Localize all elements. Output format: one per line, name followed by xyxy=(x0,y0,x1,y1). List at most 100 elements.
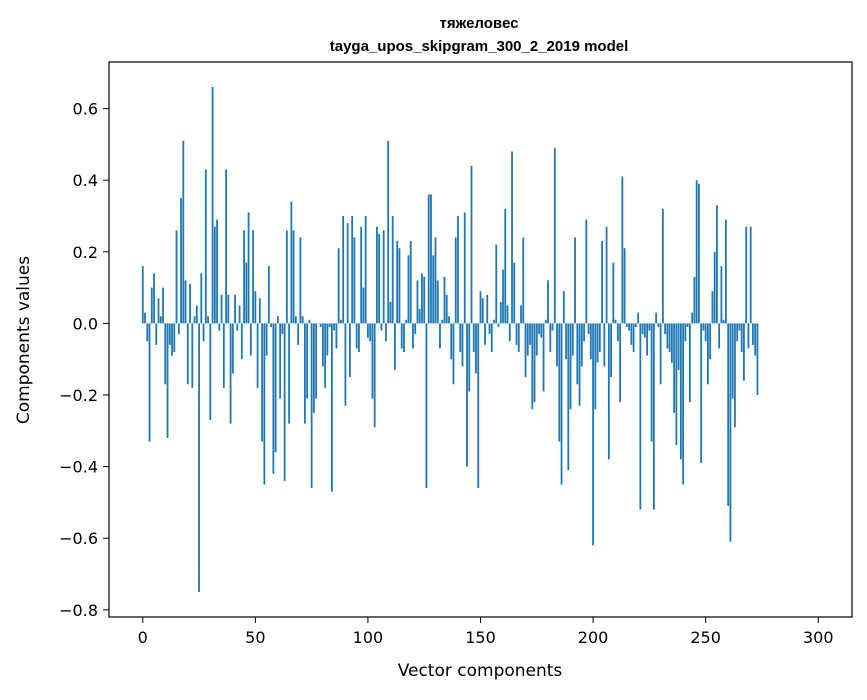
bar xyxy=(491,323,493,352)
bar xyxy=(448,316,450,323)
bar xyxy=(194,316,196,323)
bar xyxy=(468,323,470,391)
bar xyxy=(504,209,506,324)
bar xyxy=(549,323,551,352)
bar xyxy=(399,248,401,323)
chart-title: тяжеловес xyxy=(440,15,519,32)
bar xyxy=(367,323,369,337)
bar xyxy=(225,169,227,323)
bar xyxy=(502,270,504,324)
bar xyxy=(522,237,524,323)
bar xyxy=(531,323,533,409)
bar xyxy=(615,320,617,324)
bar xyxy=(414,323,416,334)
bar xyxy=(441,320,443,324)
bar xyxy=(588,323,590,334)
bar xyxy=(653,323,655,509)
bar xyxy=(297,323,299,344)
bar xyxy=(169,323,171,344)
bar xyxy=(563,291,565,323)
bar xyxy=(459,323,461,352)
bar xyxy=(732,323,734,398)
y-tick-label: −0.8 xyxy=(59,601,98,620)
y-axis: −0.8−0.6−0.4−0.20.00.20.40.6 xyxy=(59,100,109,620)
bar xyxy=(691,313,693,324)
bar xyxy=(619,323,621,402)
y-tick-label: −0.6 xyxy=(59,529,98,548)
bar xyxy=(464,212,466,323)
bar xyxy=(430,194,432,323)
bar xyxy=(498,323,500,327)
x-tick-label: 250 xyxy=(690,628,721,647)
bar xyxy=(266,323,268,355)
bar xyxy=(295,316,297,323)
bar xyxy=(284,323,286,481)
bar xyxy=(435,237,437,323)
bar xyxy=(232,323,234,373)
bar xyxy=(209,323,211,420)
bar xyxy=(155,323,157,344)
bar xyxy=(743,323,745,380)
bar xyxy=(725,220,727,324)
bar xyxy=(624,248,626,323)
bar xyxy=(342,216,344,323)
bar xyxy=(327,323,329,355)
bar xyxy=(484,323,486,344)
bar xyxy=(149,323,151,441)
bar xyxy=(369,323,371,341)
bar xyxy=(290,202,292,324)
bar xyxy=(279,323,281,398)
bar xyxy=(718,323,720,348)
x-tick-label: 150 xyxy=(465,628,496,647)
bar xyxy=(561,323,563,484)
bar xyxy=(606,227,608,324)
bar xyxy=(698,184,700,324)
bar xyxy=(349,323,351,377)
bar xyxy=(648,323,650,330)
bar xyxy=(608,323,610,459)
bar xyxy=(227,295,229,324)
bar xyxy=(635,323,637,327)
bar xyxy=(390,302,392,323)
bar xyxy=(270,323,272,327)
x-tick-label: 200 xyxy=(578,628,609,647)
bar xyxy=(171,323,173,355)
bar xyxy=(214,227,216,324)
bar xyxy=(540,323,542,337)
bar xyxy=(218,323,220,330)
bar xyxy=(396,241,398,323)
bar xyxy=(511,152,513,324)
bar xyxy=(450,323,452,359)
bar xyxy=(684,323,686,341)
bar xyxy=(554,148,556,323)
bar xyxy=(311,323,313,488)
bar xyxy=(191,323,193,387)
bar xyxy=(320,323,322,327)
bar xyxy=(477,323,479,488)
bar xyxy=(446,295,448,324)
bar xyxy=(308,320,310,324)
bar xyxy=(493,320,495,324)
bar xyxy=(356,323,358,348)
bar xyxy=(453,323,455,384)
x-tick-label: 0 xyxy=(138,628,148,647)
bar xyxy=(637,313,639,324)
bar xyxy=(203,323,205,341)
bar xyxy=(482,298,484,323)
bar xyxy=(495,245,497,324)
bar xyxy=(570,323,572,409)
bar xyxy=(536,323,538,355)
bar xyxy=(621,177,623,324)
bar xyxy=(500,302,502,323)
bar xyxy=(252,230,254,323)
bar xyxy=(518,323,520,352)
bar xyxy=(302,316,304,323)
bar xyxy=(374,323,376,427)
bar xyxy=(329,323,331,327)
bar xyxy=(340,320,342,324)
bar xyxy=(462,323,464,366)
bar xyxy=(338,248,340,323)
bar xyxy=(187,323,189,384)
